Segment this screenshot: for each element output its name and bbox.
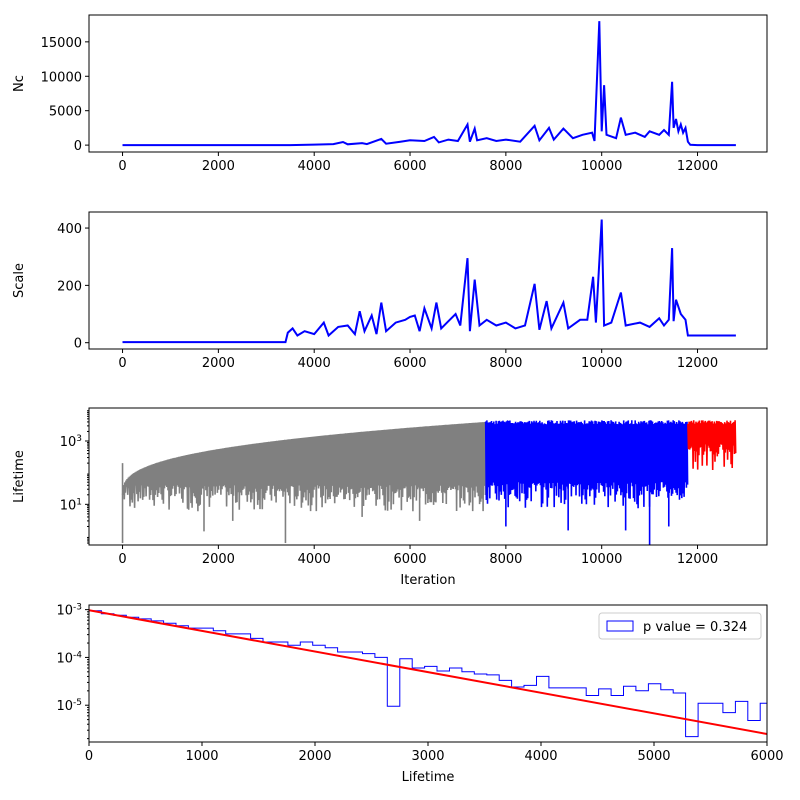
- y-axis-label: Scale: [12, 263, 27, 298]
- x-tick-label: 2000: [202, 356, 235, 371]
- y-tick-label: 15000: [41, 36, 82, 51]
- y-tick-label: 10-3: [56, 603, 82, 619]
- series-line-nc-0: [122, 21, 736, 147]
- y-tick-label: 0: [74, 337, 82, 352]
- y-axis-label: Nc: [12, 75, 27, 92]
- x-tick-label: 6000: [393, 552, 426, 567]
- legend-swatch: [606, 620, 634, 632]
- y-tick-label: 101: [60, 497, 82, 513]
- subplots: 0 2000 4000 6000 8000 10000 120000500010000150…: [12, 14, 784, 785]
- trace-segment-1: [484, 420, 689, 509]
- y-tick-label: 5000: [49, 105, 82, 120]
- y-tick-label: 200: [57, 279, 82, 294]
- y-tick-label: 10-4: [56, 650, 82, 666]
- axes-frame-lifetime-trace: [88, 407, 768, 546]
- x-tick-label: 6000: [393, 356, 426, 371]
- plot-area-lifetime-trace: [121, 420, 737, 545]
- x-tick-label: 4000: [298, 356, 331, 371]
- trace-segment-2: [687, 420, 737, 471]
- x-tick-label: 12000: [677, 356, 718, 371]
- legend-label: p value = 0.324: [643, 620, 747, 635]
- x-tick-label: 4000: [524, 749, 557, 764]
- plot-area-lifetime-hist: [89, 609, 767, 742]
- plot-area-scale: [122, 219, 736, 344]
- x-tick-label: 5000: [637, 749, 670, 764]
- x-tick-label: 2000: [202, 159, 235, 174]
- series-line-scale-0: [122, 219, 736, 344]
- legend-box: [598, 612, 762, 640]
- x-tick-label: 0: [85, 749, 93, 764]
- y-tick-label: 0: [74, 139, 82, 154]
- chart-scale: 0 2000 4000 6000 8000 10000 12000 0 200 400 Scale: [12, 211, 768, 371]
- fit-line: [89, 609, 767, 735]
- x-tick-label: 0: [118, 356, 126, 371]
- x-tick-label: 10000: [581, 159, 622, 174]
- x-tick-label: 8000: [489, 356, 522, 371]
- chart-lifetime-hist: 0 1000 2000 3000 4000 5000 6000 10-5 10-4 10-3 Lif…: [56, 603, 783, 785]
- legend: p value = 0.324: [598, 612, 762, 640]
- chart-nc: 0 2000 4000 6000 8000 10000 12000 0 5000 10000 150…: [12, 14, 768, 174]
- y-tick-label: 400: [57, 222, 82, 237]
- plot-area-nc: [122, 21, 736, 147]
- x-tick-label: 10000: [581, 552, 622, 567]
- x-axis-label: Lifetime: [402, 770, 455, 785]
- x-tick-label: 6000: [393, 159, 426, 174]
- histogram-steps: [89, 610, 767, 742]
- x-tick-label: 4000: [298, 159, 331, 174]
- x-tick-label: 12000: [677, 159, 718, 174]
- x-tick-label: 0: [118, 552, 126, 567]
- x-tick-label: 4000: [298, 552, 331, 567]
- x-axis-label: Iteration: [400, 573, 455, 588]
- x-tick-label: 2000: [202, 552, 235, 567]
- x-tick-label: 6000: [750, 749, 783, 764]
- x-tick-label: 1000: [185, 749, 218, 764]
- y-tick-label: 103: [60, 434, 82, 450]
- x-tick-label: 8000: [489, 159, 522, 174]
- x-tick-label: 0: [118, 159, 126, 174]
- x-tick-label: 3000: [411, 749, 444, 764]
- y-axis-label: Lifetime: [12, 450, 27, 503]
- x-tick-label: 10000: [581, 356, 622, 371]
- trace-segment-0: [121, 421, 487, 512]
- x-tick-label: 2000: [298, 749, 331, 764]
- y-tick-label: 10000: [41, 70, 82, 85]
- x-tick-label: 8000: [489, 552, 522, 567]
- chart-lifetime-trace: 0 2000 4000 6000 8000 10000 12000 101 103 Lifetim…: [12, 407, 768, 588]
- axes-frame-scale: [88, 211, 768, 350]
- y-tick-label: 10-5: [56, 698, 82, 714]
- axes-frame-nc: [88, 14, 768, 153]
- x-tick-label: 12000: [677, 552, 718, 567]
